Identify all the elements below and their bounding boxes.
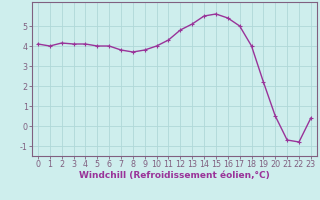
X-axis label: Windchill (Refroidissement éolien,°C): Windchill (Refroidissement éolien,°C) (79, 171, 270, 180)
